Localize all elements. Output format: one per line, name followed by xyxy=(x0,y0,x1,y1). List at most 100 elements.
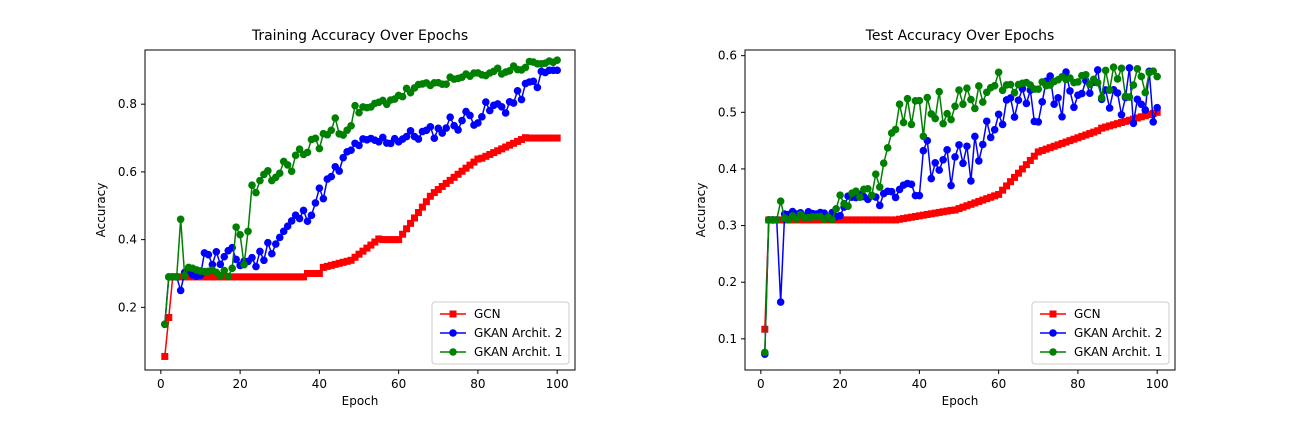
data-point xyxy=(887,187,896,196)
data-point xyxy=(1038,98,1047,106)
data-point xyxy=(986,133,995,142)
data-point xyxy=(892,216,900,224)
data-point xyxy=(1141,106,1150,114)
data-point xyxy=(510,139,518,147)
data-point xyxy=(836,191,844,199)
data-point xyxy=(260,256,268,265)
data-point xyxy=(828,215,836,224)
data-point xyxy=(240,273,248,281)
data-point xyxy=(955,86,963,94)
data-point xyxy=(292,273,300,281)
data-point xyxy=(311,134,320,143)
data-point xyxy=(1054,94,1062,102)
data-point xyxy=(915,96,924,105)
legend-marker xyxy=(449,348,457,356)
data-point xyxy=(1066,137,1074,145)
data-point xyxy=(852,187,860,195)
legend-label: GCN xyxy=(474,307,501,321)
data-point xyxy=(307,269,315,277)
data-point xyxy=(327,126,336,135)
data-point xyxy=(994,110,1003,119)
data-point xyxy=(947,181,955,190)
data-point xyxy=(1106,122,1114,130)
data-point xyxy=(1078,132,1086,140)
data-point xyxy=(959,203,967,211)
data-point xyxy=(860,216,868,224)
data-point xyxy=(442,80,450,88)
data-point xyxy=(379,236,387,244)
data-point xyxy=(919,211,927,219)
legend-label: GKAN Archit. 1 xyxy=(1074,345,1162,359)
data-point xyxy=(1097,93,1106,102)
data-point xyxy=(311,199,320,207)
data-point xyxy=(1010,88,1019,97)
data-point xyxy=(355,141,363,150)
data-point xyxy=(208,260,217,269)
data-point xyxy=(927,210,935,218)
data-point xyxy=(1062,138,1070,146)
data-point xyxy=(395,236,403,244)
data-point xyxy=(359,247,367,255)
data-point xyxy=(871,170,880,178)
data-point xyxy=(303,217,312,226)
data-point xyxy=(951,153,959,161)
data-point xyxy=(1110,121,1118,129)
data-point xyxy=(545,134,553,142)
x-tick-label: 0 xyxy=(157,377,165,391)
data-point xyxy=(315,144,324,153)
data-point xyxy=(990,81,999,90)
data-point xyxy=(288,273,296,281)
data-point xyxy=(1058,139,1066,147)
data-point xyxy=(796,216,804,224)
data-point xyxy=(975,157,983,165)
data-point xyxy=(991,192,999,200)
x-tick-label: 80 xyxy=(1070,377,1085,391)
test-accuracy-chart: Test Accuracy Over Epochs 0 20 40 60 80 100 0.1… xyxy=(694,28,1176,408)
data-point xyxy=(466,161,474,169)
data-point xyxy=(470,158,478,166)
y-tick-label: 0.3 xyxy=(718,219,737,233)
series-gcn xyxy=(161,134,561,360)
data-point xyxy=(260,273,268,281)
data-point xyxy=(879,159,888,168)
data-point xyxy=(232,273,240,281)
data-point xyxy=(295,214,304,223)
data-point xyxy=(533,134,541,142)
data-point xyxy=(256,247,264,256)
x-tick-label: 100 xyxy=(1146,377,1169,391)
legend-marker xyxy=(449,310,457,318)
x-axis-label: Epoch xyxy=(942,394,979,408)
data-point xyxy=(355,250,363,258)
data-point xyxy=(943,146,951,154)
data-point xyxy=(1038,147,1046,155)
data-point xyxy=(1113,89,1122,97)
data-point xyxy=(446,113,454,121)
data-point xyxy=(947,206,955,214)
data-point xyxy=(256,273,264,281)
data-point xyxy=(501,109,510,117)
data-point xyxy=(903,214,911,222)
chart-title: Training Accuracy Over Epochs xyxy=(251,28,468,44)
data-point xyxy=(212,273,220,281)
data-point xyxy=(283,161,292,169)
data-point xyxy=(931,159,940,167)
data-point xyxy=(1117,118,1125,126)
data-point xyxy=(549,134,557,142)
data-point xyxy=(220,266,229,275)
data-point xyxy=(165,314,173,322)
data-point xyxy=(1070,103,1078,112)
data-point xyxy=(430,189,438,197)
data-point xyxy=(1125,93,1134,101)
data-point xyxy=(177,273,185,281)
data-point xyxy=(537,134,545,142)
data-point xyxy=(935,87,943,96)
data-point xyxy=(478,113,486,121)
data-point xyxy=(1137,100,1146,109)
data-point xyxy=(287,167,296,176)
data-point xyxy=(232,223,240,231)
data-point xyxy=(287,217,296,225)
data-point xyxy=(907,213,915,221)
data-point xyxy=(185,273,193,281)
data-point xyxy=(275,169,284,178)
